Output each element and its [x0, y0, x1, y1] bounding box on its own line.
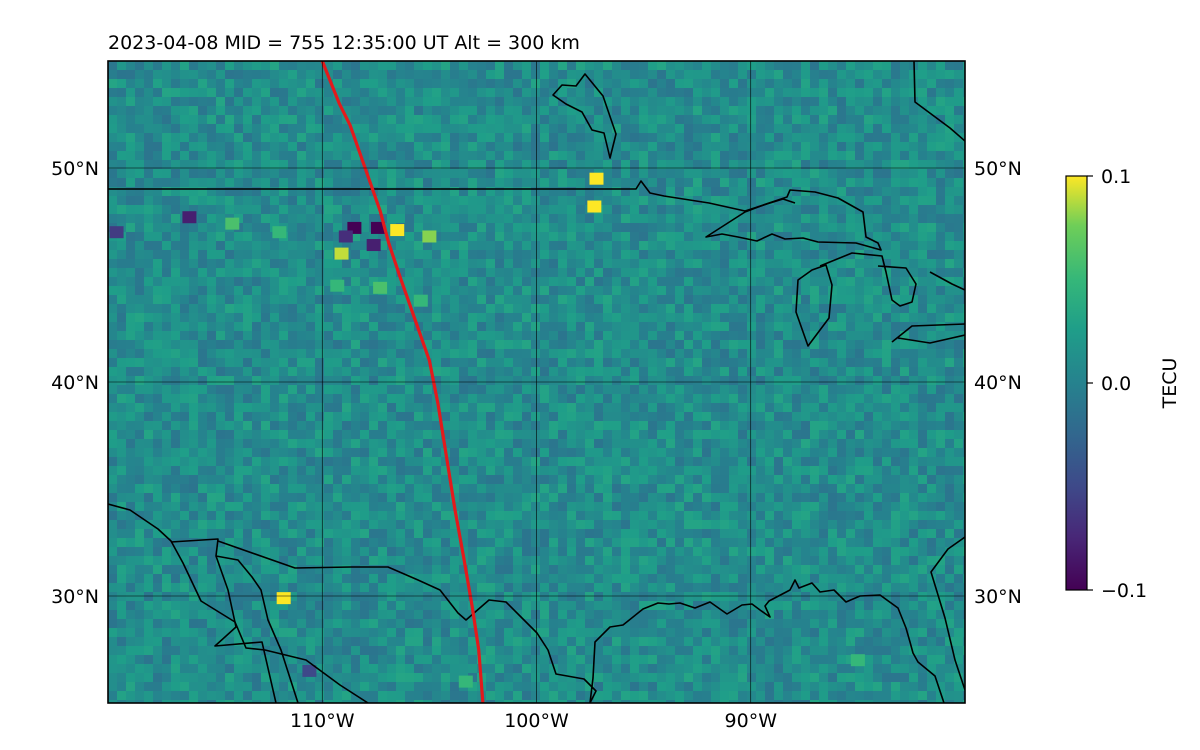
x-tick-label-110w: 110°W: [290, 710, 355, 732]
tec-anomaly-cell: [225, 217, 240, 230]
coastlines-and-borders: [108, 61, 965, 703]
y-tick-label-right-30n: 30°N: [974, 586, 1022, 608]
y-tick-label-left-40n: 40°N: [51, 372, 99, 394]
northeast-coast: [913, 61, 965, 142]
tec-anomaly-cell: [373, 281, 388, 294]
x-tick-label-100w: 100°W: [504, 710, 569, 732]
tec-anomaly-cell: [330, 279, 345, 292]
graticule: [108, 61, 965, 703]
us-mexico-border: [217, 540, 597, 703]
tec-anomaly-cell: [390, 224, 405, 237]
tec-anomaly-cell: [182, 211, 197, 224]
tec-anomaly-cell: [589, 172, 604, 185]
tec-anomaly-cell: [338, 230, 353, 243]
tec-anomaly-cell: [302, 664, 317, 677]
hudson-bay-coast: [552, 73, 617, 159]
tec-anomaly-cell: [334, 247, 349, 260]
colorbar-gradient: [1065, 175, 1088, 591]
colorbar-tick-label-max: 0.1: [1101, 166, 1131, 188]
tec-anomaly-cell: [587, 200, 602, 213]
gulf-coast: [589, 579, 945, 703]
y-tick-label-left-50n: 50°N: [51, 158, 99, 180]
lake-huron: [819, 252, 917, 307]
lake-michigan: [795, 264, 833, 347]
tec-anomaly-cell: [850, 654, 865, 667]
colorbar-label: TECU: [1159, 358, 1181, 410]
tec-field-texture: [108, 61, 965, 703]
map-frame: [107, 60, 966, 704]
colorbar: 0.1 0.0 −0.1 TECU: [1065, 166, 1181, 602]
y-tick-label-right-50n: 50°N: [974, 158, 1022, 180]
atlantic-coast-south: [930, 536, 965, 691]
satellite-track-line: [320, 61, 485, 703]
x-tick-label-90w: 90°W: [725, 710, 778, 732]
lake-erie-ontario: [891, 271, 965, 344]
y-tick-label-left-30n: 30°N: [51, 586, 99, 608]
map-area: [108, 61, 965, 703]
colorbar-tick-label-zero: 0.0: [1101, 373, 1131, 395]
colorbar-tick-label-min: −0.1: [1101, 580, 1147, 602]
tec-anomaly-cell: [276, 592, 291, 605]
y-tick-label-right-40n: 40°N: [974, 372, 1022, 394]
tec-anomaly-cell: [413, 294, 428, 307]
tec-anomaly-cell: [366, 239, 381, 252]
mexico-pacific-coast: [108, 503, 369, 703]
tec-anomaly-cell: [458, 675, 473, 688]
tec-anomaly-cell: [109, 226, 124, 239]
lake-superior: [705, 189, 882, 251]
chart-title: 2023-04-08 MID = 755 12:35:00 UT Alt = 3…: [108, 32, 580, 54]
tec-anomaly-cell: [370, 221, 385, 234]
colorbar-ticks: [1087, 175, 1093, 591]
tec-anomaly-cell: [272, 226, 287, 239]
tec-anomaly-cell: [422, 230, 437, 243]
baja-california: [170, 538, 299, 703]
tec-anomalies: [109, 172, 865, 688]
